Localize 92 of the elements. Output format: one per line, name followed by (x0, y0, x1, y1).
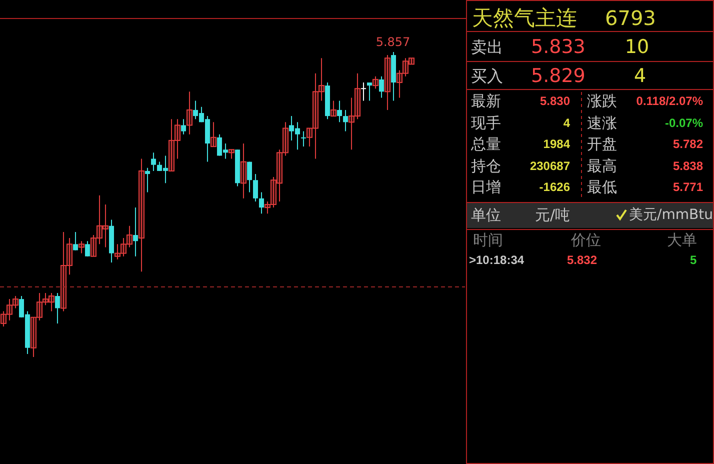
candlestick (276, 149, 282, 202)
text: 天然气主连 (472, 6, 577, 30)
candlestick (343, 109, 348, 132)
text: 现手 (471, 114, 501, 132)
annotation: 5.857 (376, 35, 410, 49)
candlestick (259, 192, 264, 214)
text: 时间 (473, 231, 503, 249)
text: 5.771 (672, 180, 704, 194)
candlestick (318, 58, 324, 102)
candlestick (66, 238, 72, 276)
candlestick (133, 207, 138, 257)
candlestick (228, 149, 234, 160)
text: 1984 (543, 137, 570, 151)
text: 单位 (471, 206, 501, 224)
candlestick (367, 82, 372, 102)
text: 买入 (471, 66, 503, 86)
text: -1626 (539, 180, 570, 194)
candlestick (126, 225, 132, 248)
candlestick (73, 231, 78, 251)
text: 最新 (471, 92, 501, 110)
candlestick (253, 174, 258, 202)
candlestick (337, 100, 342, 123)
text: 总量 (470, 135, 501, 153)
candlestick (114, 244, 120, 260)
candlestick (138, 158, 144, 272)
text: 速涨 (587, 114, 617, 132)
candlestick (168, 118, 174, 172)
candlestick (408, 58, 414, 65)
candlestick (12, 296, 18, 309)
text: 卖出 (471, 38, 503, 56)
candlestick (36, 292, 42, 321)
candlestick (247, 161, 252, 193)
candlestick (312, 72, 318, 160)
candlestick (48, 292, 54, 312)
text: 最高 (587, 157, 617, 175)
text: 开盘 (587, 135, 617, 153)
text: 5.833 (531, 36, 586, 58)
text: 5.829 (531, 65, 586, 87)
candlestick (30, 316, 36, 357)
candlestick (78, 240, 84, 254)
text: 6793 (605, 6, 656, 30)
text: 美元/mmBtu (629, 207, 713, 223)
text: 5 (690, 253, 697, 267)
candlestick (379, 76, 384, 98)
candlestick (354, 72, 360, 120)
candlestick (396, 70, 402, 98)
text: 5.830 (540, 94, 570, 108)
candlestick (102, 204, 108, 248)
candlestick (85, 240, 90, 257)
candlestick (306, 128, 312, 148)
candlestick (372, 76, 378, 90)
candlestick (120, 238, 126, 257)
candlestick (90, 234, 96, 257)
candlestick (186, 91, 192, 135)
text: 5.782 (672, 137, 704, 151)
candlestick (384, 54, 390, 110)
text: 元/吨 (535, 206, 570, 224)
candlestick (0, 310, 6, 327)
candlestick (240, 143, 246, 199)
candlestick (42, 292, 48, 306)
candlestick (360, 82, 366, 102)
candlestick (402, 58, 408, 77)
text: 0.118/2.07% (636, 94, 704, 108)
candlestick (181, 118, 186, 135)
candlestick (96, 194, 102, 245)
text: 5.832 (567, 253, 598, 267)
candlestick (270, 176, 276, 208)
candlestick (151, 152, 156, 172)
candlestick (264, 200, 270, 214)
candlestick (145, 167, 150, 193)
candlestick (301, 130, 306, 148)
candlestick (348, 97, 354, 150)
text: 涨跌 (587, 92, 617, 110)
candlestick (6, 298, 12, 321)
text: 持仓 (471, 157, 501, 175)
text: 5.838 (672, 159, 704, 173)
text: 最低 (587, 178, 617, 196)
text: 230687 (530, 159, 570, 173)
candlestick (55, 292, 60, 324)
candlestick (174, 118, 180, 160)
text: 4 (563, 116, 570, 130)
candlestick (60, 231, 66, 312)
candlestick (330, 100, 336, 117)
text: 10 (624, 36, 650, 58)
text: 4 (634, 65, 646, 87)
text: 大单 (667, 231, 697, 249)
text: 价位 (570, 231, 601, 249)
text: >10:18:34 (469, 253, 524, 267)
text: -0.07% (664, 116, 704, 130)
candlestick (210, 122, 216, 148)
text: 日增 (471, 178, 501, 196)
candlestick (282, 122, 288, 156)
